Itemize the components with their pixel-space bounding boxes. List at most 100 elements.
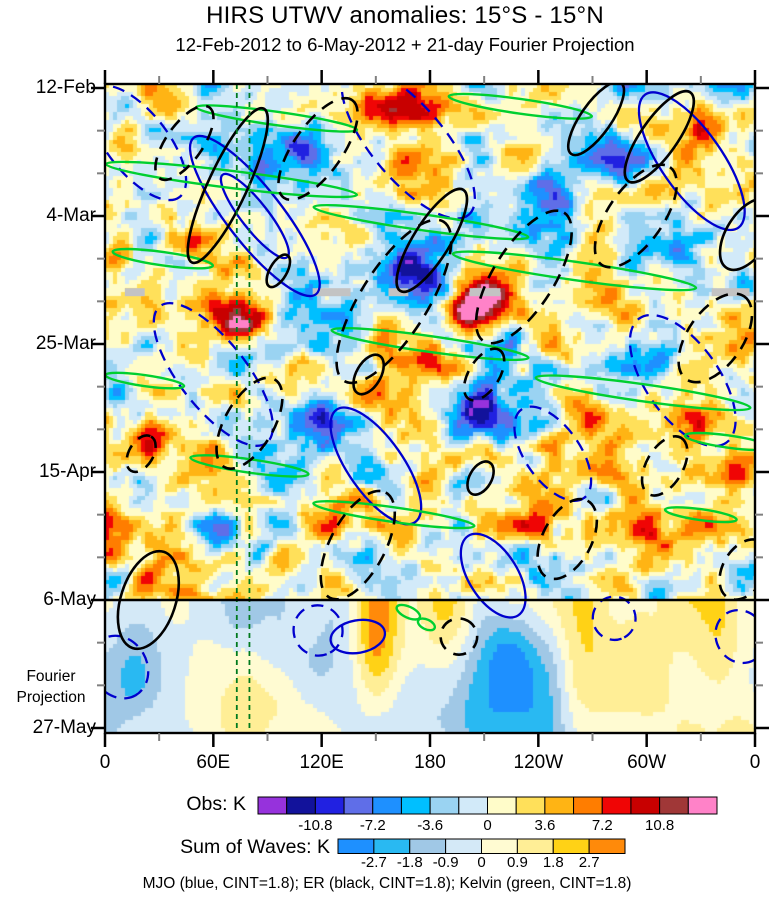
obs-colorbar-cell: [630, 796, 661, 815]
obs-colorbar-cell: [515, 796, 546, 815]
obs-colorbar-cell: [429, 796, 460, 815]
obs-colorbar-cell: [487, 796, 517, 815]
er-contour-negative: [677, 292, 754, 384]
er-contour-positive: [265, 253, 292, 289]
mjo-contour-negative: [152, 301, 275, 447]
obs-colorbar-cell: [400, 796, 431, 815]
waves-colorbar-tick-label: -1.8: [396, 854, 423, 871]
x-axis-tick-label: 120W: [513, 752, 564, 773]
er-contour-positive: [566, 84, 626, 157]
er-contour-negative: [593, 163, 679, 269]
waves-colorbar-tick-label: -2.7: [360, 854, 387, 871]
er-contour-negative: [439, 617, 479, 656]
chart-title: HIRS UTWV anomalies: 15°S - 15°N: [206, 2, 604, 29]
x-axis-tick-label: 60W: [627, 752, 667, 773]
obs-colorbar-cell: [458, 796, 488, 815]
er-contour-negative: [319, 489, 397, 601]
waves-colorbar-tick-label: 0: [477, 854, 486, 871]
kelvin-contour-positive: [683, 431, 755, 452]
x-axis-tick-label: 180: [414, 752, 446, 773]
er-contour-positive: [623, 89, 696, 184]
obs-colorbar-cell: [314, 796, 345, 815]
hovmoller-field-canvas: [105, 84, 755, 733]
er-contour-positive: [466, 460, 495, 496]
mjo-contour-positive: [637, 91, 746, 232]
obs-colorbar-cell: [286, 796, 316, 815]
kelvin-contour-positive: [330, 326, 530, 362]
mjo-contour-negative: [513, 405, 593, 502]
waves-colorbar-cell: [373, 838, 411, 854]
y-axis-tick-label: 27-May: [32, 717, 96, 738]
mjo-contour-positive: [188, 134, 321, 298]
kelvin-contour-positive: [447, 92, 594, 120]
waves-colorbar-tick-label: -0.9: [432, 854, 459, 871]
kelvin-contour-positive: [663, 506, 738, 524]
kelvin-contour-positive: [534, 374, 752, 412]
kelvin-contour-positive: [312, 203, 530, 241]
obs-colorbar-cell: [573, 796, 603, 815]
obs-colorbar-tick-label: 0: [483, 817, 492, 834]
x-axis-tick-label: 0: [749, 752, 761, 773]
y-axis-tick-label: 4-Mar: [46, 205, 96, 226]
x-axis-tick-label: 0: [99, 752, 111, 773]
mjo-contour-negative: [340, 84, 477, 220]
obs-colorbar-tick-label: -3.6: [417, 817, 444, 834]
er-contour-negative: [640, 435, 689, 497]
waves-colorbar-cell: [516, 838, 554, 854]
er-contour-positive: [352, 353, 386, 396]
mjo-contour-negative: [714, 608, 755, 665]
plot-overlay-group: [105, 84, 755, 733]
y-axis-tick-label: 6-May: [43, 589, 96, 610]
obs-colorbar-cell: [601, 796, 632, 815]
er-contour-negative: [335, 218, 453, 385]
chart-subtitle: 12-Feb-2012 to 6-May-2012 + 21-day Fouri…: [175, 34, 635, 55]
obs-colorbar-cell: [544, 796, 575, 815]
mjo-contour-negative: [292, 604, 344, 657]
waves-colorbar-cell: [337, 838, 375, 854]
kelvin-contour-positive: [451, 250, 698, 292]
er-contour-positive: [718, 197, 755, 272]
waves-colorbar-cell: [481, 838, 518, 854]
waves-colorbar-cell: [552, 838, 590, 854]
mjo-contour-positive: [459, 532, 527, 619]
kelvin-contour-positive: [395, 603, 422, 621]
waves-colorbar-tick-label: 2.7: [578, 854, 600, 871]
y-axis-tick-label: 12-Feb: [35, 77, 96, 98]
er-contour-negative: [154, 104, 215, 182]
kelvin-contour-positive: [105, 160, 359, 199]
waves-colorbar-cell: [445, 838, 482, 854]
contour-legend-footnote: MJO (blue, CINT=1.8); ER (black, CINT=1.…: [142, 875, 632, 892]
missing-data-bar: [711, 288, 750, 297]
y-axis-tick-label: 15-Apr: [38, 461, 96, 482]
obs-colorbar-tick-label: -7.2: [359, 817, 386, 834]
fourier-projection-label-line2: Projection: [16, 689, 86, 706]
missing-data-bar: [312, 288, 351, 297]
fourier-projection-label-line1: Fourier: [26, 668, 76, 685]
er-contour-negative: [536, 497, 599, 581]
missing-data-bar: [469, 288, 501, 297]
obs-colorbar-tick-label: -10.8: [298, 817, 333, 834]
y-axis-tick-label: 25-Mar: [35, 333, 96, 354]
obs-colorbar-cell: [687, 796, 718, 815]
obs-colorbar-cell: [343, 796, 374, 815]
obs-colorbar-cell: [372, 796, 402, 815]
kelvin-contour-positive: [416, 617, 437, 632]
mjo-contour-positive: [329, 406, 423, 526]
er-contour-negative: [462, 347, 506, 402]
kelvin-contour-positive: [111, 247, 215, 270]
er-contour-negative: [474, 209, 573, 345]
er-contour-positive: [186, 106, 270, 265]
er-contour-positive: [395, 187, 469, 294]
obs-colorbar-tick-label: 7.2: [591, 817, 613, 834]
er-contour-negative: [215, 376, 284, 470]
er-contour-positive: [116, 549, 181, 651]
waves-colorbar-cell: [588, 838, 626, 854]
waves-colorbar-tick-label: 0.9: [506, 854, 528, 871]
er-contour-negative: [277, 96, 359, 202]
waves-colorbar-tick-label: 1.8: [542, 854, 564, 871]
mjo-contour-negative: [591, 595, 637, 642]
waves-colorbar-cell: [409, 838, 447, 854]
missing-data-bar: [124, 288, 145, 297]
